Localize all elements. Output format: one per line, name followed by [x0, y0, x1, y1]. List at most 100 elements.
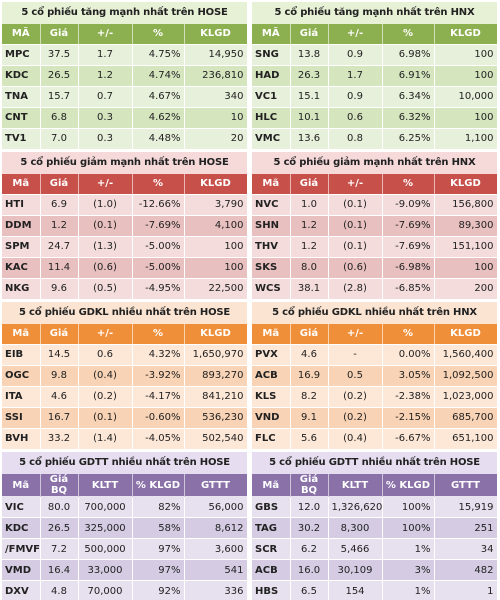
- ticker-cell: PVX: [252, 343, 291, 365]
- table-row: TAG 30.2 8,300 100% 251: [252, 517, 497, 539]
- table-row: OGC 9.8 (0.4) -3.92% 893,270: [2, 364, 247, 386]
- value-cell: 100: [184, 235, 247, 257]
- table-row: THV 1.2 (0.1) -7.69% 151,100: [252, 235, 497, 257]
- value-cell: 26.5: [40, 64, 79, 86]
- column-header: % KLGD: [132, 474, 185, 497]
- ticker-cell: TNA: [2, 85, 41, 107]
- ticker-cell: KAC: [2, 256, 41, 278]
- ticker-cell: CNT: [2, 106, 41, 128]
- value-cell: 200: [434, 277, 497, 299]
- table-row: TNA 15.7 0.7 4.67% 340: [2, 85, 247, 107]
- value-cell: -2.38%: [382, 385, 435, 407]
- value-cell: -6.67%: [382, 427, 435, 449]
- value-cell: 22,500: [184, 277, 247, 299]
- value-cell: 6.91%: [382, 64, 435, 86]
- table-row: KAC 11.4 (0.6) -5.00% 100: [2, 256, 247, 278]
- value-cell: 16.0: [290, 559, 329, 581]
- value-cell: 6.98%: [382, 43, 435, 65]
- table-row: HBS 6.5 154 1% 1: [252, 580, 497, 600]
- value-cell: -6.98%: [382, 256, 435, 278]
- value-cell: 100: [434, 64, 497, 86]
- value-cell: 10,000: [434, 85, 497, 107]
- ticker-cell: SPM: [2, 235, 41, 257]
- column-header: %: [382, 324, 435, 344]
- value-cell: 154: [328, 580, 383, 600]
- table-row: NVC 1.0 (0.1) -9.09% 156,800: [252, 193, 497, 215]
- table-row: DXV 4.8 70,000 92% 336: [2, 580, 247, 600]
- value-cell: -0.60%: [132, 406, 185, 428]
- table-row: /FMVF 7.2 500,000 97% 3,600: [2, 538, 247, 560]
- value-cell: 1.2: [290, 214, 329, 236]
- ticker-cell: MPC: [2, 43, 41, 65]
- panel-title: 5 cổ phiếu GDTT nhiều nhất trên HOSE: [252, 452, 497, 474]
- value-cell: 1.7: [328, 64, 383, 86]
- value-cell: 89,300: [434, 214, 497, 236]
- value-cell: 156,800: [434, 193, 497, 215]
- value-cell: (0.4): [78, 364, 133, 386]
- value-cell: 7.2: [40, 538, 79, 560]
- panel-title: 5 cổ phiếu GDTT nhiều nhất trên HOSE: [2, 452, 247, 474]
- table-header-row: MÃ Giá +/-% KLGD: [252, 24, 497, 44]
- column-header: %: [382, 174, 435, 194]
- value-cell: 4.6: [290, 343, 329, 365]
- value-cell: (0.6): [78, 256, 133, 278]
- value-cell: 33.2: [40, 427, 79, 449]
- value-cell: 13.6: [290, 127, 329, 149]
- table-row: HAD 26.3 1.7 6.91% 100: [252, 64, 497, 86]
- value-cell: 1.0: [290, 193, 329, 215]
- column-header: +/-: [78, 174, 133, 194]
- ticker-cell: ACB: [252, 364, 291, 386]
- value-cell: 1,560,400: [434, 343, 497, 365]
- table-row: PVX 4.6-0.00% 1,560,400: [252, 343, 497, 365]
- panel-table: Mã Giá +/-% KLGD PVX 4.6-0.00% 1,560,400 ACB 16.…: [252, 324, 497, 449]
- panel-title: 5 cổ phiếu tăng mạnh nhất trên HNX: [252, 2, 497, 24]
- value-cell: (1.4): [78, 427, 133, 449]
- value-cell: -: [328, 343, 383, 365]
- value-cell: 1,092,500: [434, 364, 497, 386]
- panel-title: 5 cổ phiếu GDKL nhiều nhất trên HNX: [252, 302, 497, 324]
- ticker-cell: VMC: [252, 127, 291, 149]
- ticker-cell: HBS: [252, 580, 291, 600]
- column-header: Mã: [252, 324, 291, 344]
- value-cell: 16.7: [40, 406, 79, 428]
- panel-table: Mã Giá +/-% KLGD HTI 6.9 (1.0) -12.66% 3,790 DDM 1…: [2, 174, 247, 299]
- value-cell: 12.0: [290, 496, 329, 518]
- value-cell: 6.32%: [382, 106, 435, 128]
- value-cell: 100%: [382, 496, 435, 518]
- ticker-cell: /FMVF: [2, 538, 41, 560]
- column-header: Giá: [40, 324, 79, 344]
- value-cell: 651,100: [434, 427, 497, 449]
- value-cell: 34: [434, 538, 497, 560]
- ticker-cell: TV1: [2, 127, 41, 149]
- value-cell: (0.1): [328, 235, 383, 257]
- column-header: Giá: [40, 24, 79, 44]
- value-cell: 340: [184, 85, 247, 107]
- value-cell: -7.69%: [382, 235, 435, 257]
- value-cell: 10: [184, 106, 247, 128]
- table-row: SPM 24.7 (1.3) -5.00% 100: [2, 235, 247, 257]
- ticker-cell: DDM: [2, 214, 41, 236]
- table-row: MPC 37.5 1.7 4.75% 14,950: [2, 43, 247, 65]
- value-cell: 56,000: [184, 496, 247, 518]
- value-cell: 0.00%: [382, 343, 435, 365]
- column-header: %: [132, 174, 185, 194]
- value-cell: 502,540: [184, 427, 247, 449]
- value-cell: 325,000: [78, 517, 133, 539]
- value-cell: 893,270: [184, 364, 247, 386]
- table-row: SSI 16.7 (0.1) -0.60% 536,230: [2, 406, 247, 428]
- value-cell: 536,230: [184, 406, 247, 428]
- column-header: +/-: [328, 174, 383, 194]
- ticker-cell: KLS: [252, 385, 291, 407]
- table-row: KDC 26.5 1.2 4.74% 236,810: [2, 64, 247, 86]
- value-cell: 13.8: [290, 43, 329, 65]
- table-row: SHN 1.2 (0.1) -7.69% 89,300: [252, 214, 497, 236]
- ticker-cell: TAG: [252, 517, 291, 539]
- panel-hnx-gainers: 5 cổ phiếu tăng mạnh nhất trên HNX MÃ Giá…: [252, 2, 497, 149]
- value-cell: -7.69%: [382, 214, 435, 236]
- panel-hnx-value: 5 cổ phiếu GDTT nhiều nhất trên HOSE Mã G…: [252, 452, 497, 600]
- table-row: DDM 1.2 (0.1) -7.69% 4,100: [2, 214, 247, 236]
- column-header: Giá: [290, 24, 329, 44]
- value-cell: 100: [434, 256, 497, 278]
- table-header-row: MÃ Giá +/-% KLGD: [2, 24, 247, 44]
